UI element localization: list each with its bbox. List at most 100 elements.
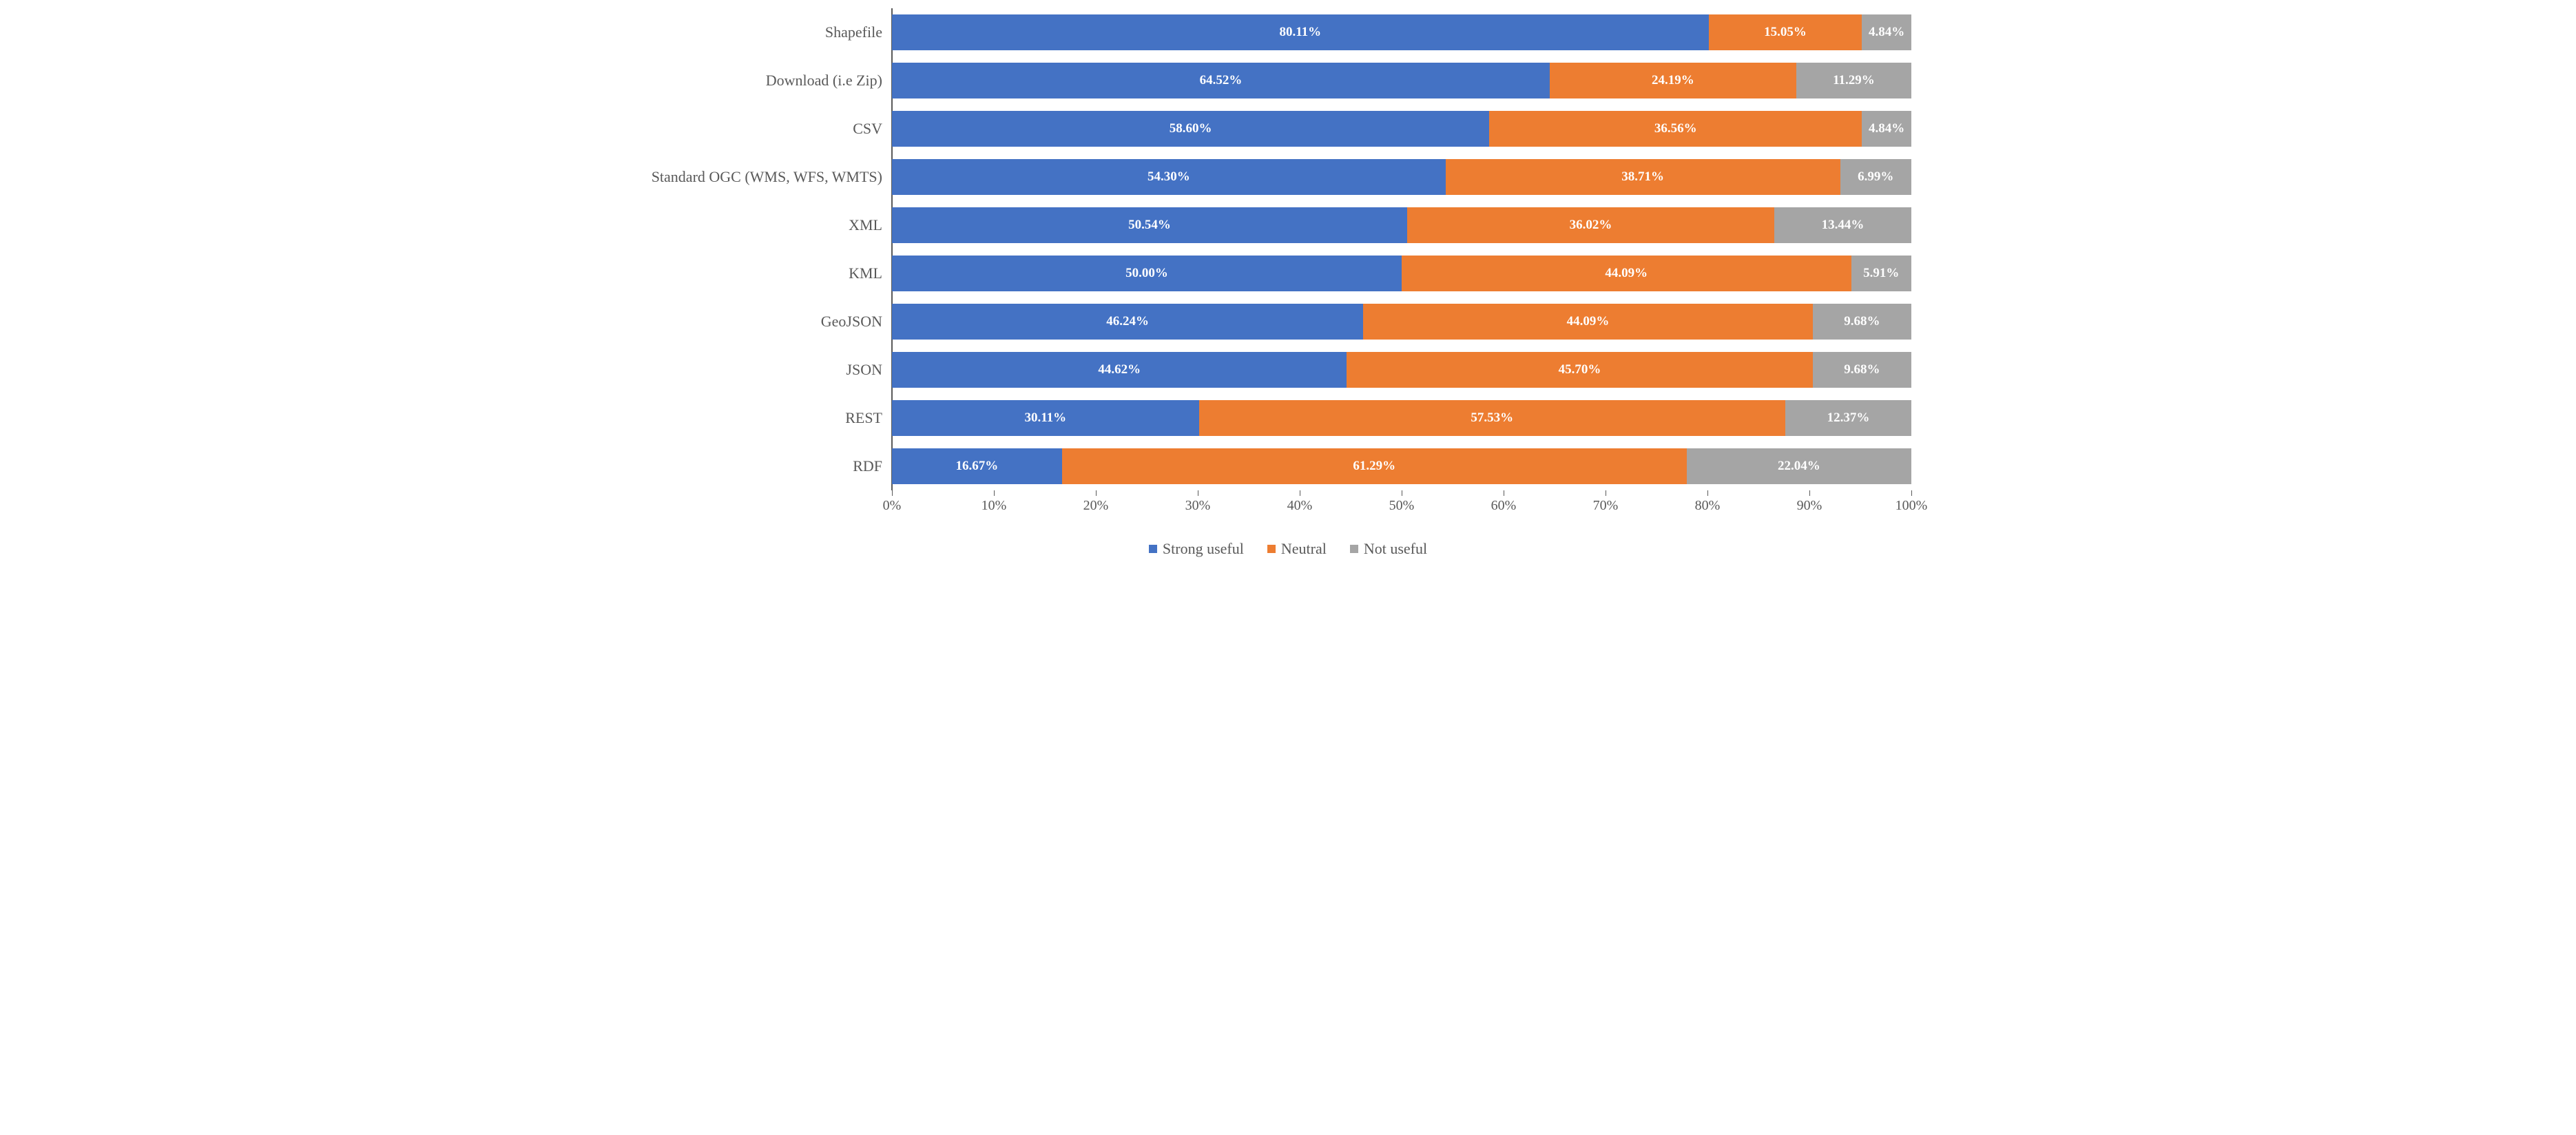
bar-segment-not: 9.68% <box>1813 352 1911 388</box>
x-tick-label: 30% <box>1185 498 1211 514</box>
bar-segment-neutral: 36.56% <box>1489 111 1862 147</box>
bar-value-label: 22.04% <box>1778 459 1820 474</box>
bar-segment-strong: 80.11% <box>892 14 1709 50</box>
plot-area: 0%10%20%30%40%50%60%70%80%90%100% Shapef… <box>892 8 1911 490</box>
legend: Strong useful Neutral Not useful <box>644 540 1932 558</box>
bar-value-label: 16.67% <box>955 459 998 474</box>
bar-value-label: 64.52% <box>1200 73 1243 88</box>
legend-swatch <box>1149 545 1157 553</box>
bar-value-label: 50.00% <box>1125 266 1168 281</box>
bar-value-label: 13.44% <box>1822 218 1865 233</box>
x-tick-label: 80% <box>1695 498 1721 514</box>
category-label: Download (i.e Zip) <box>766 72 882 90</box>
bar-value-label: 44.09% <box>1567 314 1610 329</box>
legend-label: Not useful <box>1364 540 1427 558</box>
bar-segment-strong: 50.54% <box>892 207 1407 243</box>
bar-value-label: 4.84% <box>1869 25 1904 40</box>
bar-segment-not: 22.04% <box>1687 448 1911 484</box>
table-row: Shapefile80.11%15.05%4.84% <box>892 14 1911 50</box>
bar-segment-strong: 64.52% <box>892 63 1550 98</box>
bar-value-label: 44.09% <box>1605 266 1648 281</box>
x-tick-label: 50% <box>1389 498 1415 514</box>
category-label: JSON <box>846 361 882 379</box>
category-label: REST <box>845 409 882 427</box>
table-row: Download (i.e Zip)64.52%24.19%11.29% <box>892 63 1911 98</box>
bar-value-label: 15.05% <box>1764 25 1807 40</box>
category-label: CSV <box>853 120 882 138</box>
bar-segment-neutral: 24.19% <box>1550 63 1796 98</box>
bar-value-label: 58.60% <box>1170 121 1212 136</box>
bar-segment-not: 4.84% <box>1862 111 1911 147</box>
bar-value-label: 61.29% <box>1353 459 1395 474</box>
x-tick-label: 10% <box>981 498 1007 514</box>
table-row: REST30.11%57.53%12.37% <box>892 400 1911 436</box>
bar-value-label: 24.19% <box>1652 73 1694 88</box>
category-label: GeoJSON <box>821 313 882 331</box>
category-label: Shapefile <box>825 23 882 41</box>
bar-value-label: 6.99% <box>1858 169 1893 185</box>
legend-item: Neutral <box>1267 540 1327 558</box>
bar-value-label: 38.71% <box>1621 169 1664 185</box>
bar-value-label: 9.68% <box>1844 362 1880 377</box>
bar-value-label: 50.54% <box>1128 218 1171 233</box>
legend-swatch <box>1267 545 1276 553</box>
x-tick <box>1707 490 1708 496</box>
x-tick-label: 20% <box>1083 498 1109 514</box>
bar-segment-strong: 54.30% <box>892 159 1446 195</box>
bar-segment-neutral: 61.29% <box>1062 448 1687 484</box>
bar-segment-not: 12.37% <box>1785 400 1911 436</box>
table-row: GeoJSON46.24%44.09%9.68% <box>892 304 1911 340</box>
x-tick <box>1911 490 1912 496</box>
x-tick-label: 90% <box>1797 498 1822 514</box>
x-tick-label: 100% <box>1895 498 1928 514</box>
bar-value-label: 36.56% <box>1654 121 1697 136</box>
legend-item: Strong useful <box>1149 540 1244 558</box>
bar-value-label: 11.29% <box>1833 73 1875 88</box>
table-row: XML50.54%36.02%13.44% <box>892 207 1911 243</box>
bar-value-label: 44.62% <box>1098 362 1141 377</box>
category-label: Standard OGC (WMS, WFS, WMTS) <box>652 168 882 186</box>
bar-value-label: 5.91% <box>1863 266 1899 281</box>
bar-value-label: 54.30% <box>1147 169 1190 185</box>
bar-segment-not: 6.99% <box>1840 159 1911 195</box>
bar-segment-neutral: 45.70% <box>1347 352 1812 388</box>
legend-label: Neutral <box>1281 540 1327 558</box>
x-tick-label: 0% <box>883 498 902 514</box>
bar-segment-strong: 58.60% <box>892 111 1489 147</box>
x-tick <box>994 490 995 496</box>
bar-segment-not: 5.91% <box>1851 256 1911 291</box>
table-row: KML50.00%44.09%5.91% <box>892 256 1911 291</box>
bar-segment-neutral: 38.71% <box>1446 159 1840 195</box>
bar-segment-neutral: 15.05% <box>1709 14 1862 50</box>
category-label: XML <box>849 216 882 234</box>
bar-value-label: 9.68% <box>1844 314 1880 329</box>
bar-segment-strong: 50.00% <box>892 256 1402 291</box>
bar-value-label: 80.11% <box>1279 25 1321 40</box>
bar-value-label: 30.11% <box>1024 410 1066 426</box>
x-tick <box>1096 490 1097 496</box>
legend-item: Not useful <box>1350 540 1427 558</box>
bar-segment-neutral: 57.53% <box>1199 400 1785 436</box>
x-tick-label: 70% <box>1593 498 1619 514</box>
x-tick <box>1809 490 1810 496</box>
x-tick-label: 60% <box>1491 498 1517 514</box>
x-tick-label: 40% <box>1287 498 1313 514</box>
bar-segment-strong: 16.67% <box>892 448 1062 484</box>
bar-segment-not: 13.44% <box>1774 207 1911 243</box>
bar-segment-strong: 30.11% <box>892 400 1199 436</box>
bar-value-label: 4.84% <box>1869 121 1904 136</box>
bar-segment-not: 9.68% <box>1813 304 1911 340</box>
bar-value-label: 46.24% <box>1106 314 1149 329</box>
bar-segment-neutral: 44.09% <box>1363 304 1812 340</box>
legend-swatch <box>1350 545 1358 553</box>
bar-segment-neutral: 44.09% <box>1402 256 1851 291</box>
category-label: RDF <box>853 457 882 475</box>
bar-value-label: 36.02% <box>1570 218 1612 233</box>
category-label: KML <box>849 264 882 282</box>
table-row: CSV58.60%36.56%4.84% <box>892 111 1911 147</box>
bar-segment-not: 11.29% <box>1796 63 1911 98</box>
bar-value-label: 57.53% <box>1471 410 1513 426</box>
bar-segment-not: 4.84% <box>1862 14 1911 50</box>
bar-segment-strong: 44.62% <box>892 352 1347 388</box>
bar-segment-strong: 46.24% <box>892 304 1363 340</box>
